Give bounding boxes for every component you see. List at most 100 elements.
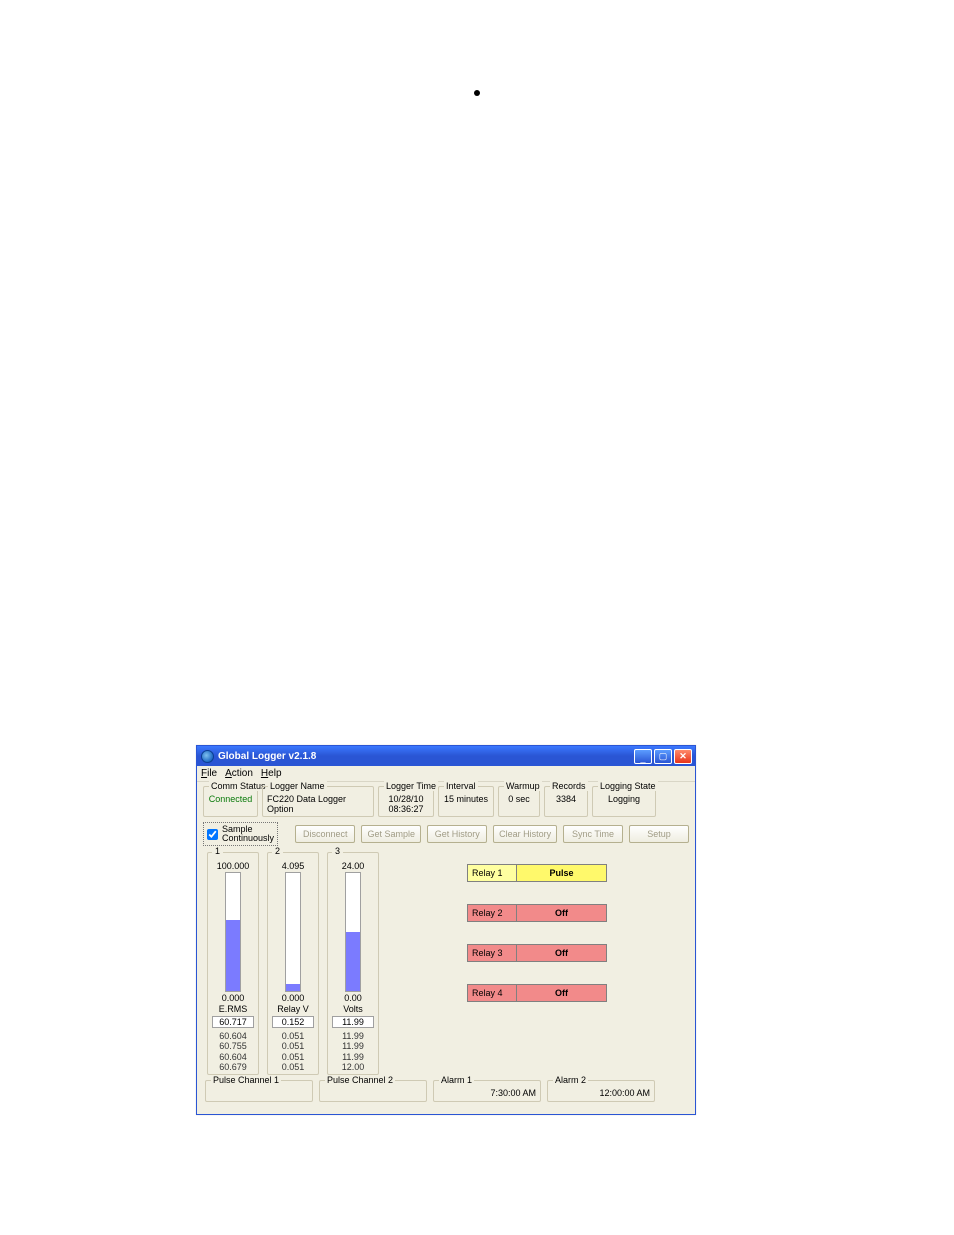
alarm-1-value: 7:30:00 AM [438,1088,536,1098]
pulse-channel-1-label: Pulse Channel 1 [211,1075,281,1085]
interval-value: 15 minutes [443,794,489,804]
records-value: 3384 [549,794,583,804]
logging-state-value: Logging [597,794,651,804]
app-window: Global Logger v2.1.8 _ ▢ ✕ File Action H… [196,745,696,1115]
history-value: 0.051 [282,1041,305,1051]
alarm-2-label: Alarm 2 [553,1075,588,1085]
channel-2: 24.0950.000Relay V0.1520.0510.0510.0510.… [267,852,319,1075]
page-bullet [474,90,480,96]
close-button[interactable]: ✕ [674,749,692,764]
channel-history: 11.9911.9911.9912.00 [342,1031,365,1072]
channel-3: 324.000.00Volts11.9911.9911.9911.9912.00 [327,852,379,1075]
get-sample-button[interactable]: Get Sample [361,825,421,843]
relay-3: Relay 3Off [467,944,607,962]
interval-group: Interval 15 minutes [438,786,494,817]
comm-status-value: Connected [208,794,253,804]
records-label: Records [550,781,588,791]
relay-state: Off [517,904,607,922]
main-area: 1100.0000.000E.RMS60.71760.60460.75560.6… [197,852,695,1080]
logging-state-group: Logging State Logging [592,786,656,817]
titlebar[interactable]: Global Logger v2.1.8 _ ▢ ✕ [197,746,695,766]
channel-current: 11.99 [332,1016,374,1028]
history-value: 11.99 [342,1052,365,1062]
get-history-button[interactable]: Get History [427,825,487,843]
logging-state-label: Logging State [598,781,658,791]
channel-current: 0.152 [272,1016,314,1028]
minimize-button[interactable]: _ [634,749,652,764]
relay-label: Relay 4 [467,984,517,1002]
relay-label: Relay 3 [467,944,517,962]
setup-button[interactable]: Setup [629,825,689,843]
channel-index: 3 [332,846,343,856]
history-value: 60.604 [219,1031,247,1041]
app-icon [201,750,214,763]
channel-current: 60.717 [212,1016,254,1028]
interval-label: Interval [444,781,478,791]
channel-history: 60.60460.75560.60460.679 [219,1031,247,1072]
logger-name-value: FC220 Data Logger Option [267,794,369,814]
relay-1: Relay 1Pulse [467,864,607,882]
gauge [225,872,241,992]
menu-help[interactable]: Help [261,768,282,779]
history-value: 0.051 [282,1031,305,1041]
history-value: 60.755 [219,1041,247,1051]
logger-time-group: Logger Time 10/28/10 08:36:27 [378,786,434,817]
channels: 1100.0000.000E.RMS60.71760.60460.75560.6… [207,852,379,1075]
history-value: 11.99 [342,1041,365,1051]
gauge-fill [346,932,360,991]
gauge-fill [286,984,300,991]
relay-label: Relay 1 [467,864,517,882]
menubar: File Action Help [197,766,695,782]
pulse-channel-2-group: Pulse Channel 2 [319,1080,427,1102]
gauge [285,872,301,992]
channel-label: E.RMS [219,1004,248,1014]
logger-time-date: 10/28/10 [383,794,429,804]
pulse-channel-1-group: Pulse Channel 1 [205,1080,313,1102]
maximize-button[interactable]: ▢ [654,749,672,764]
alarm-1-label: Alarm 1 [439,1075,474,1085]
relay-state: Pulse [517,864,607,882]
gauge-max: 24.00 [342,861,365,871]
history-value: 0.051 [282,1052,305,1062]
window-title: Global Logger v2.1.8 [218,751,316,762]
status-row: Comm Status Connected Logger Name FC220 … [197,782,695,819]
warmup-label: Warmup [504,781,542,791]
gauge-max: 100.000 [217,861,250,871]
channel-history: 0.0510.0510.0510.051 [282,1031,305,1072]
gauge-min: 0.000 [282,993,305,1003]
menu-file[interactable]: File [201,768,217,779]
gauge-min: 0.00 [344,993,362,1003]
menu-action[interactable]: Action [225,768,253,779]
warmup-value: 0 sec [503,794,535,804]
disconnect-button[interactable]: Disconnect [295,825,355,843]
channel-label: Volts [343,1004,363,1014]
gauge-min: 0.000 [222,993,245,1003]
sample-continuously-checkbox[interactable] [207,829,218,840]
history-value: 60.679 [219,1062,247,1072]
pulse-channel-2-label: Pulse Channel 2 [325,1075,395,1085]
alarm-1-group: Alarm 1 7:30:00 AM [433,1080,541,1102]
relay-state: Off [517,984,607,1002]
channel-1: 1100.0000.000E.RMS60.71760.60460.75560.6… [207,852,259,1075]
channel-index: 2 [272,846,283,856]
relay-4: Relay 4Off [467,984,607,1002]
bottom-row: Pulse Channel 1 Pulse Channel 2 Alarm 1 … [197,1080,695,1108]
alarm-2-value: 12:00:00 AM [552,1088,650,1098]
history-value: 60.604 [219,1052,247,1062]
relay-state: Off [517,944,607,962]
gauge-max: 4.095 [282,861,305,871]
history-value: 0.051 [282,1062,305,1072]
comm-status-group: Comm Status Connected [203,786,258,817]
alarm-2-group: Alarm 2 12:00:00 AM [547,1080,655,1102]
logger-name-label: Logger Name [268,781,327,791]
sample-continuously-label: Sample Continuously [222,825,274,843]
gauge-fill [226,920,240,991]
sync-time-button[interactable]: Sync Time [563,825,623,843]
channel-index: 1 [212,846,223,856]
relay-2: Relay 2Off [467,904,607,922]
clear-history-button[interactable]: Clear History [493,825,557,843]
relays: Relay 1PulseRelay 2OffRelay 3OffRelay 4O… [467,864,607,1002]
channel-label: Relay V [277,1004,309,1014]
sample-continuously-control[interactable]: Sample Continuously [203,822,278,846]
records-group: Records 3384 [544,786,588,817]
